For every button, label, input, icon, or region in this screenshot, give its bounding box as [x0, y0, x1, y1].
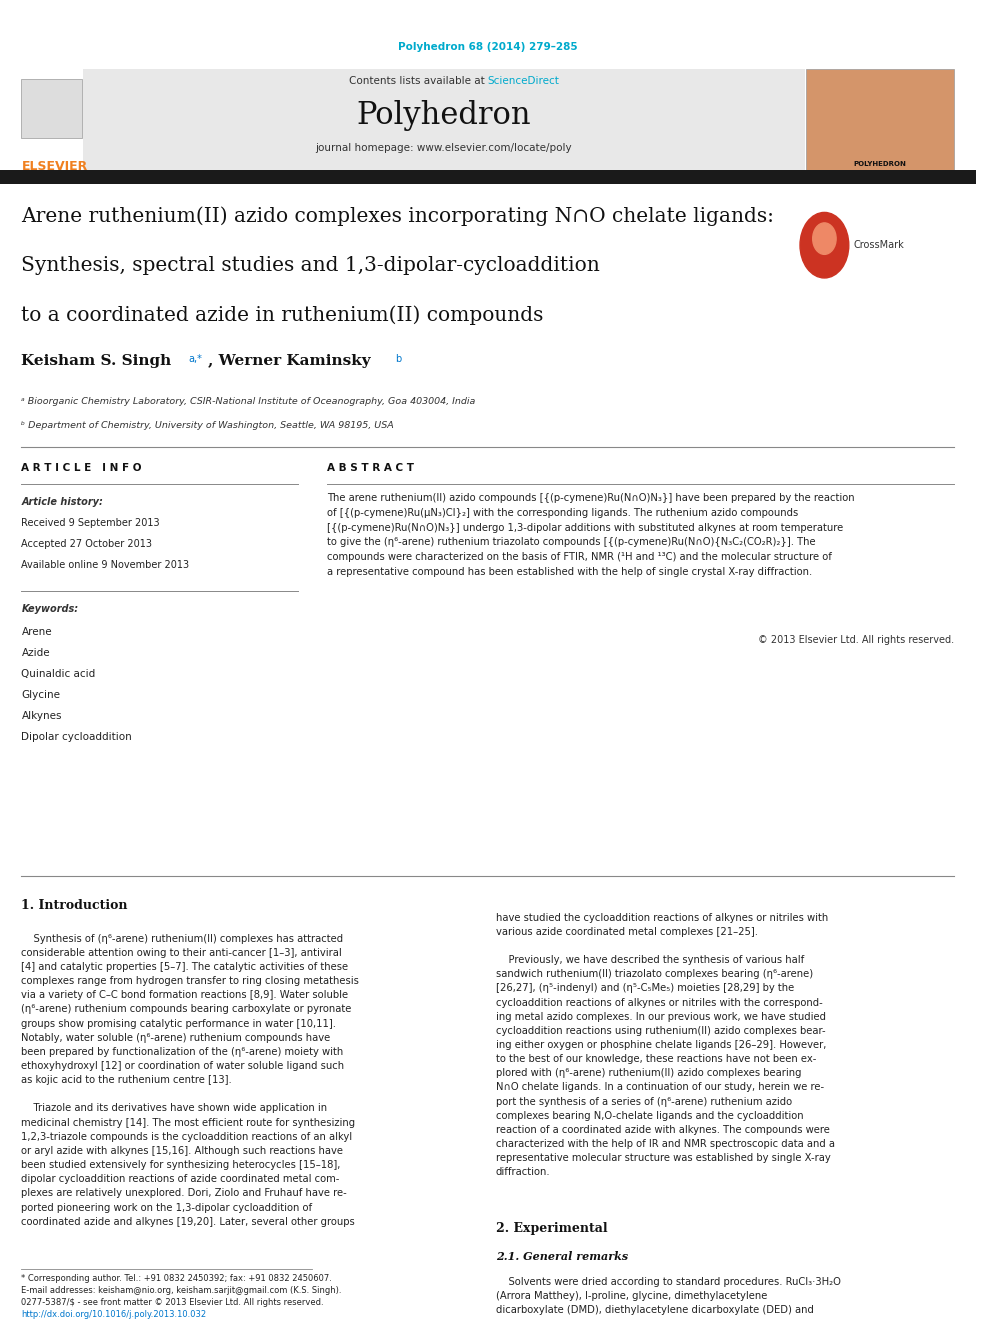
- Text: A B S T R A C T: A B S T R A C T: [326, 463, 414, 472]
- Text: Polyhedron: Polyhedron: [356, 99, 532, 131]
- Text: journal homepage: www.elsevier.com/locate/poly: journal homepage: www.elsevier.com/locat…: [315, 143, 572, 153]
- Text: Solvents were dried according to standard procedures. RuCl₃·3H₂O
(Arrora Matthey: Solvents were dried according to standar…: [496, 1277, 840, 1315]
- Text: 1. Introduction: 1. Introduction: [22, 900, 128, 913]
- Text: Keywords:: Keywords:: [22, 605, 78, 614]
- Text: POLYHEDRON: POLYHEDRON: [853, 160, 907, 167]
- Text: Contents lists available at: Contents lists available at: [349, 75, 488, 86]
- Text: b: b: [395, 355, 402, 364]
- Text: Quinaldic acid: Quinaldic acid: [22, 668, 95, 679]
- Bar: [83, 70, 805, 173]
- Circle shape: [812, 222, 836, 254]
- Text: ScienceDirect: ScienceDirect: [488, 75, 559, 86]
- Text: Arene ruthenium(II) azido complexes incorporating N∩O chelate ligands:: Arene ruthenium(II) azido complexes inco…: [22, 206, 775, 225]
- Text: * Corresponding author. Tel.: +91 0832 2450392; fax: +91 0832 2450607.: * Corresponding author. Tel.: +91 0832 2…: [22, 1274, 332, 1283]
- Text: , Werner Kaminsky: , Werner Kaminsky: [207, 355, 370, 368]
- Text: © 2013 Elsevier Ltd. All rights reserved.: © 2013 Elsevier Ltd. All rights reserved…: [758, 635, 954, 644]
- Bar: [22, 78, 82, 138]
- Text: to a coordinated azide in ruthenium(II) compounds: to a coordinated azide in ruthenium(II) …: [22, 306, 544, 325]
- Text: 0277-5387/$ - see front matter © 2013 Elsevier Ltd. All rights reserved.: 0277-5387/$ - see front matter © 2013 El…: [22, 1298, 324, 1307]
- Circle shape: [800, 213, 849, 278]
- Text: Arene: Arene: [22, 627, 53, 636]
- Text: Synthesis of (η⁶-arene) ruthenium(II) complexes has attracted
considerable atten: Synthesis of (η⁶-arene) ruthenium(II) co…: [22, 934, 359, 1226]
- Text: have studied the cycloaddition reactions of alkynes or nitriles with
various azi: have studied the cycloaddition reactions…: [496, 913, 834, 1177]
- Text: 2.1. General remarks: 2.1. General remarks: [496, 1250, 628, 1262]
- Bar: [806, 70, 954, 173]
- Text: E-mail addresses: keisham@nio.org, keisham.sarjit@gmail.com (K.S. Singh).: E-mail addresses: keisham@nio.org, keish…: [22, 1286, 342, 1295]
- Text: 2. Experimental: 2. Experimental: [496, 1222, 607, 1234]
- Text: ᵇ Department of Chemistry, University of Washington, Seattle, WA 98195, USA: ᵇ Department of Chemistry, University of…: [22, 421, 394, 430]
- Text: a,*: a,*: [188, 355, 202, 364]
- Text: The arene ruthenium(II) azido compounds [{(p-cymene)Ru(N∩O)N₃}] have been prepar: The arene ruthenium(II) azido compounds …: [326, 493, 854, 577]
- Text: ELSEVIER: ELSEVIER: [22, 160, 87, 173]
- Text: Keisham S. Singh: Keisham S. Singh: [22, 355, 172, 368]
- Text: Received 9 September 2013: Received 9 September 2013: [22, 517, 160, 528]
- Text: Accepted 27 October 2013: Accepted 27 October 2013: [22, 538, 153, 549]
- Text: Article history:: Article history:: [22, 497, 103, 507]
- Text: Polyhedron 68 (2014) 279–285: Polyhedron 68 (2014) 279–285: [398, 42, 577, 52]
- Text: Dipolar cycloaddition: Dipolar cycloaddition: [22, 732, 132, 742]
- Text: Available online 9 November 2013: Available online 9 November 2013: [22, 560, 189, 570]
- Text: Synthesis, spectral studies and 1,3-dipolar-cycloaddition: Synthesis, spectral studies and 1,3-dipo…: [22, 255, 600, 275]
- Text: Glycine: Glycine: [22, 689, 61, 700]
- Text: http://dx.doi.org/10.1016/j.poly.2013.10.032: http://dx.doi.org/10.1016/j.poly.2013.10…: [22, 1310, 206, 1319]
- Text: Alkynes: Alkynes: [22, 710, 62, 721]
- Text: CrossMark: CrossMark: [854, 241, 905, 250]
- Text: ᵃ Bioorganic Chemistry Laboratory, CSIR-National Institute of Oceanography, Goa : ᵃ Bioorganic Chemistry Laboratory, CSIR-…: [22, 397, 476, 406]
- Text: Azide: Azide: [22, 648, 50, 658]
- Text: A R T I C L E   I N F O: A R T I C L E I N F O: [22, 463, 142, 472]
- Bar: [0, 171, 975, 184]
